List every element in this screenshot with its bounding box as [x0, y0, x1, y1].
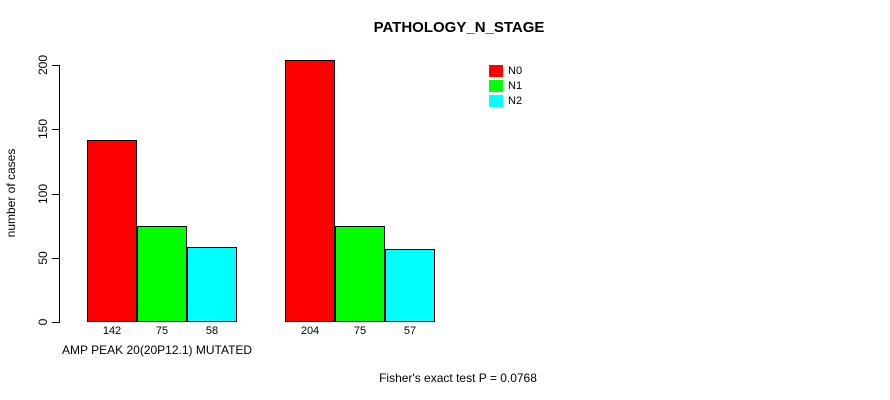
bar-value-label: 58	[205, 325, 219, 337]
y-axis-tick-label: 200	[36, 54, 50, 76]
legend-swatch-n1	[489, 79, 503, 92]
bar-n1-group1	[137, 225, 187, 322]
legend-label-n1: N1	[508, 79, 523, 92]
chart-title: PATHOLOGY_N_STAGE	[373, 19, 545, 36]
legend-item-n1: N1	[489, 78, 522, 93]
bar-value-label: 57	[403, 325, 417, 337]
y-axis-line	[59, 65, 60, 323]
y-axis-tick-label: 150	[36, 119, 50, 140]
legend-swatch-n0	[489, 64, 503, 77]
bar-n2-group2	[385, 248, 435, 322]
y-axis-tick	[52, 257, 59, 259]
bar-value-label: 75	[155, 325, 169, 337]
legend-label-n2: N2	[508, 94, 523, 107]
y-axis-tick	[52, 193, 59, 195]
fisher-test-annotation: Fisher's exact test P = 0.0768	[379, 371, 537, 385]
bar-value-label: 204	[300, 325, 320, 337]
bar-n0-group2	[285, 59, 335, 322]
bar-n0-group1	[87, 139, 137, 322]
legend: N0 N1 N2	[489, 63, 522, 108]
bar-value-label: 75	[353, 325, 367, 337]
y-axis-tick-label: 50	[36, 251, 50, 265]
legend-item-n2: N2	[489, 93, 522, 108]
y-axis-tick-label: 100	[36, 183, 50, 204]
y-axis-tick-label: 0	[36, 318, 50, 326]
x-axis-label: AMP PEAK 20(20P12.1) MUTATED	[62, 343, 253, 357]
y-axis-tick	[52, 129, 59, 131]
legend-item-n0: N0	[489, 63, 522, 78]
bar-n1-group2	[335, 225, 385, 322]
y-axis-label: number of cases	[4, 148, 18, 238]
legend-label-n0: N0	[508, 64, 523, 77]
legend-swatch-n2	[489, 94, 503, 107]
bar-value-label: 142	[102, 325, 122, 337]
bar-n2-group1	[187, 247, 237, 322]
y-axis-tick	[52, 65, 59, 66]
y-axis-tick	[52, 322, 59, 323]
